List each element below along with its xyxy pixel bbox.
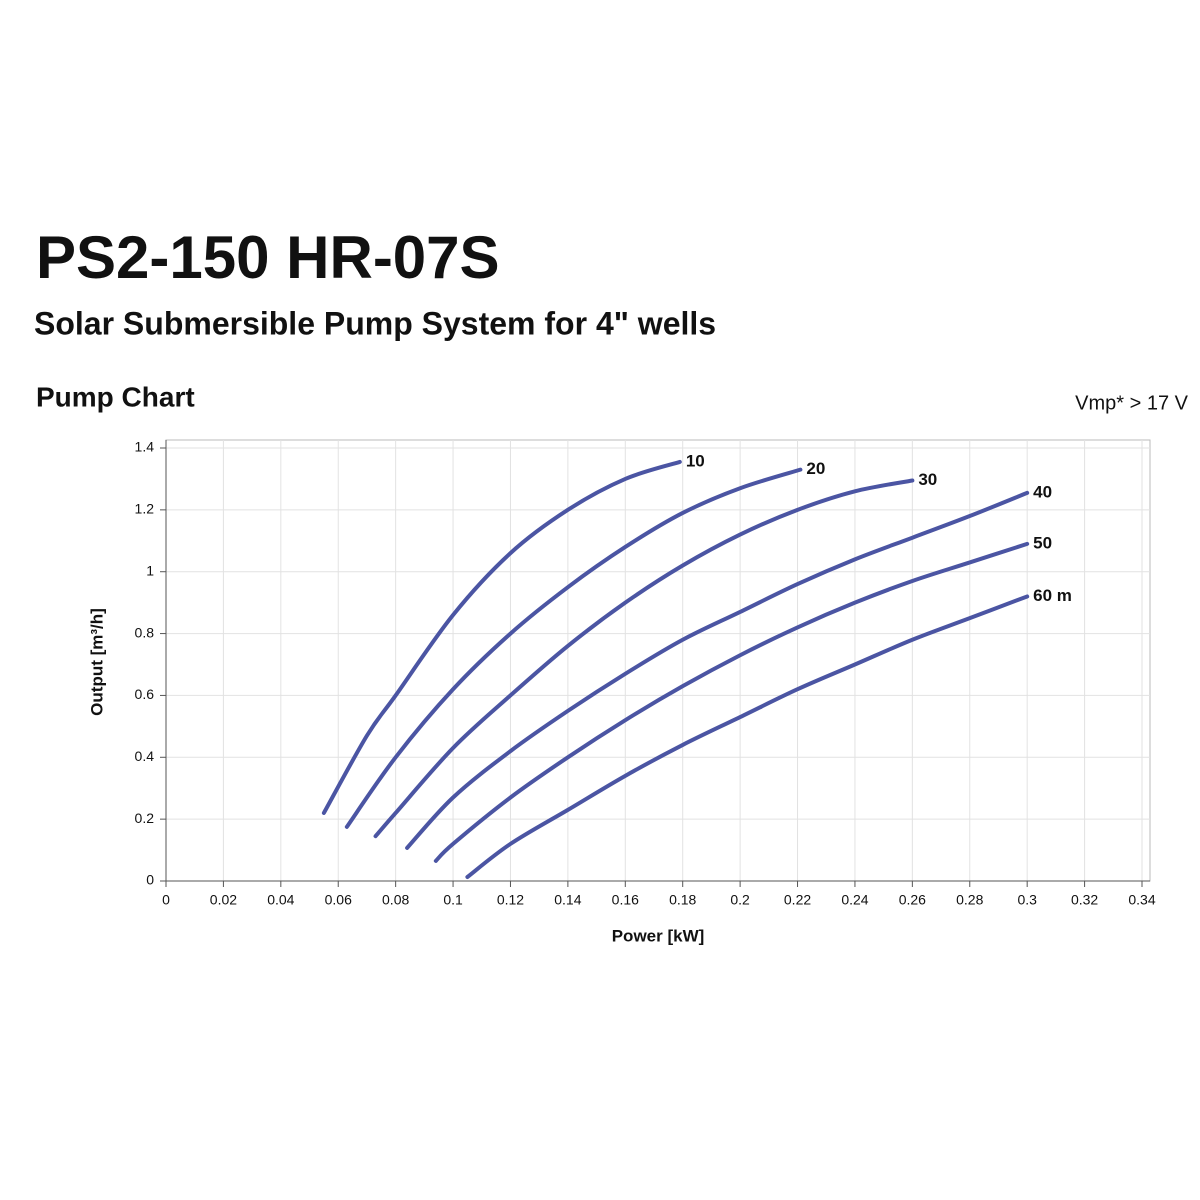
x-axis-label: Power [kW] (612, 926, 705, 945)
series-label: 60 m (1033, 586, 1072, 605)
series-label: 50 (1033, 533, 1052, 552)
x-tick-label: 0.06 (325, 892, 352, 908)
x-tick-label: 0.14 (554, 892, 581, 908)
x-tick-label: 0.02 (210, 892, 237, 908)
y-tick-label: 0.6 (135, 686, 155, 702)
series-label: 10 (686, 451, 705, 470)
y-tick-label: 1.4 (135, 439, 155, 455)
chart-subtitle: Solar Submersible Pump System for 4" wel… (34, 305, 716, 341)
series-label: 20 (806, 459, 825, 478)
x-tick-label: 0 (162, 892, 170, 908)
x-tick-label: 0.28 (956, 892, 983, 908)
x-tick-label: 0.18 (669, 892, 696, 908)
x-tick-label: 0.08 (382, 892, 409, 908)
series-line (321, 459, 682, 815)
y-tick-label: 0.8 (135, 624, 155, 640)
x-tick-label: 0.1 (443, 892, 463, 908)
annotation: Vmp* > 17 V (1075, 392, 1189, 414)
x-tick-label: 0.22 (784, 892, 811, 908)
x-tick-label: 0.32 (1071, 892, 1098, 908)
x-tick-label: 0.26 (899, 892, 926, 908)
x-tick-label: 0.12 (497, 892, 524, 908)
series-label: 40 (1033, 482, 1052, 501)
x-tick-label: 0.3 (1017, 892, 1037, 908)
x-tick-label: 0.2 (730, 892, 750, 908)
x-tick-label: 0.04 (267, 892, 294, 908)
y-tick-label: 0.4 (135, 748, 155, 764)
y-tick-label: 0 (146, 872, 154, 888)
y-tick-label: 1.2 (135, 501, 155, 517)
y-axis-label: Output [m³/h] (87, 608, 106, 716)
x-tick-label: 0.16 (612, 892, 639, 908)
chart-heading: Pump Chart (36, 381, 195, 412)
series-line (465, 594, 1030, 879)
chart-title: PS2-150 HR-07S (36, 224, 500, 291)
series-line (373, 478, 915, 839)
x-tick-label: 0.24 (841, 892, 868, 908)
x-tick-label: 0.34 (1128, 892, 1155, 908)
y-tick-label: 1 (146, 562, 154, 578)
series-line (344, 467, 803, 829)
plot-area (165, 439, 1151, 882)
series-label: 30 (918, 470, 937, 489)
series-line (405, 490, 1030, 850)
series-line (433, 541, 1030, 863)
y-tick-label: 0.2 (135, 810, 155, 826)
